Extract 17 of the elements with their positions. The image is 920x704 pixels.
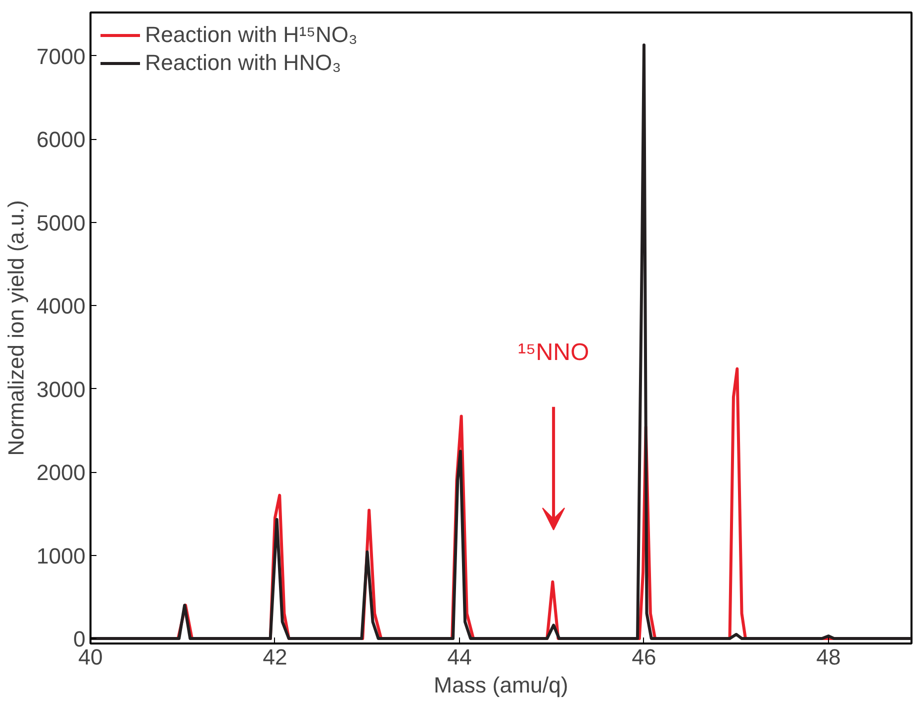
y-tick-label: 2000 xyxy=(36,460,86,486)
legend-label: Reaction with H¹⁵NO₃ xyxy=(145,22,358,48)
y-axis-title: Normalized ion yield (a.u.) xyxy=(4,200,29,456)
x-tick-label: 44 xyxy=(447,644,472,670)
x-axis-title: Mass (amu/q) xyxy=(434,672,568,698)
y-tick-label: 4000 xyxy=(36,294,86,319)
legend-label: Reaction with HNO₃ xyxy=(145,50,342,76)
y-tick-label: 5000 xyxy=(36,210,86,236)
y-tick-label: 6000 xyxy=(36,127,86,152)
x-tick-label: 42 xyxy=(262,644,288,670)
line-series xyxy=(90,43,912,640)
y-tick-label: 3000 xyxy=(36,376,86,402)
x-tick-label: 48 xyxy=(816,644,841,670)
y-tick-label: 1000 xyxy=(36,543,86,568)
y-tick-label: 7000 xyxy=(36,44,86,69)
x-tick-label: 46 xyxy=(632,644,656,670)
annotation: ¹⁵NNO xyxy=(518,338,590,366)
